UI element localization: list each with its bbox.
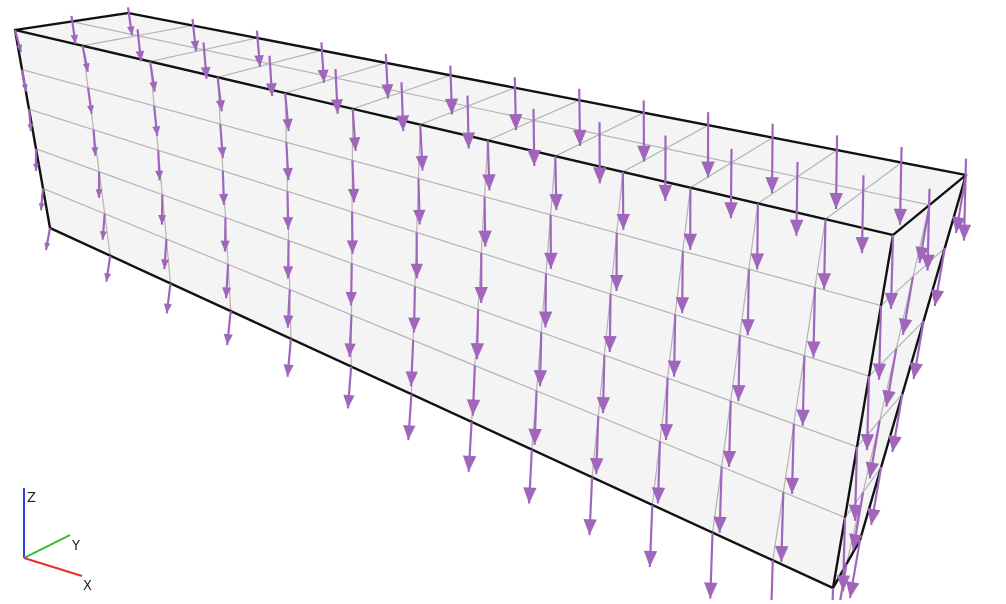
vector-arrow-head	[704, 582, 717, 598]
vector-arrow-shaft	[831, 588, 833, 600]
vector-arrow	[583, 477, 596, 535]
vector-arrow	[343, 366, 354, 408]
y-axis-line	[24, 535, 70, 558]
vector-arrow-head	[523, 487, 536, 503]
vector-arrow-head	[583, 519, 596, 535]
vector-arrow	[224, 311, 233, 345]
vector-arrow	[284, 339, 294, 377]
vector-arrow	[704, 533, 717, 599]
vector-arrow-head	[846, 581, 859, 598]
vector-arrow-head	[644, 551, 657, 567]
vector-arrow-head	[910, 362, 923, 379]
vector-arrow-shaft	[771, 560, 773, 600]
y-axis-label: Y	[71, 539, 80, 554]
vector-arrow	[39, 188, 45, 210]
vector-arrow	[44, 228, 50, 250]
vector-arrow-head	[867, 508, 880, 525]
vector-arrow-head	[888, 435, 901, 452]
axis-triad: Z Y X	[10, 480, 120, 595]
vector-arrow	[644, 505, 657, 567]
vector-arrow	[403, 394, 415, 440]
x-axis-label: X	[83, 579, 92, 594]
vector-arrow	[104, 256, 111, 282]
beam-faces	[15, 13, 966, 588]
vector-arrow	[764, 560, 777, 600]
vector-arrow-head	[931, 289, 944, 306]
vector-arrow	[825, 588, 838, 600]
vector-arrow-head	[403, 425, 415, 440]
vector-arrow-head	[463, 455, 476, 471]
vector-arrow	[523, 450, 536, 504]
z-axis-label: Z	[27, 491, 36, 506]
x-axis-line	[24, 558, 82, 576]
vector-arrow	[164, 283, 172, 313]
vector-arrow	[463, 422, 476, 472]
vector-arrow-head	[343, 395, 354, 409]
